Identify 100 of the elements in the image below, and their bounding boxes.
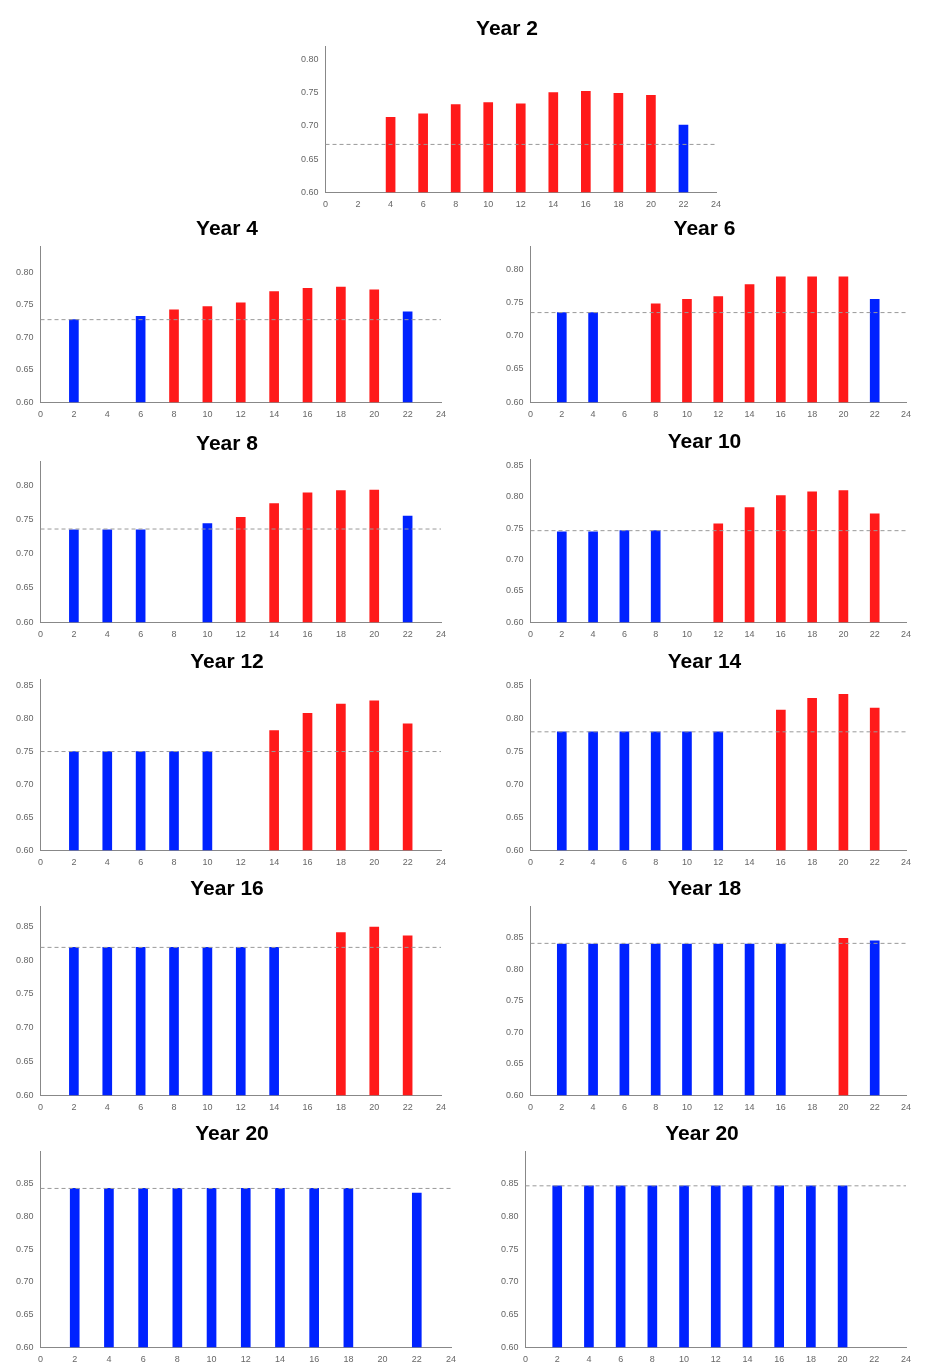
y-tick-label: 0.75 [505,297,524,308]
x-tick-label: 12 [235,629,246,640]
x-tick-label: 18 [805,1354,816,1364]
y-tick-label: 0.60 [505,616,524,627]
y-tick-label: 0.60 [15,844,34,855]
x-tick-label: 16 [775,629,786,640]
x-tick-label: 14 [548,199,559,210]
x-tick-label: 8 [653,857,659,868]
x-tick-label: 24 [900,409,912,420]
x-tick-label: 4 [590,409,596,420]
x-tick-label: 24 [445,1354,457,1364]
y-tick-label: 0.75 [505,746,524,757]
chart-title: Year 16 [190,876,264,900]
y-tick-label: 0.65 [505,585,524,596]
x-tick-label: 24 [435,409,447,420]
y-tick-label: 0.70 [505,553,524,564]
x-tick-label: 6 [138,409,144,420]
y-tick-label: 0.70 [15,548,34,559]
y-tick-label: 0.80 [505,713,524,724]
x-tick-label: 6 [621,1102,627,1113]
x-tick-label: 24 [900,857,912,868]
y-tick-label: 0.85 [505,459,524,470]
y-tick-label: 0.75 [15,746,34,757]
x-tick-label: 14 [744,409,755,420]
x-tick-label: 24 [900,629,912,640]
x-tick-label: 18 [613,199,624,210]
x-tick-label: 24 [435,1102,447,1113]
x-tick-label: 10 [202,1102,213,1113]
x-tick-label: 22 [402,857,413,868]
x-tick-label: 0 [38,1102,44,1113]
x-tick-label: 14 [269,629,280,640]
x-tick-label: 0 [528,1102,534,1113]
x-tick-label: 0 [323,199,329,210]
y-tick-label: 0.85 [500,1178,519,1189]
x-tick-label: 4 [586,1354,592,1364]
x-tick-label: 2 [559,1102,565,1113]
x-tick-label: 16 [775,409,786,420]
y-tick-label: 0.60 [300,186,319,197]
y-tick-label: 0.80 [15,713,34,724]
y-tick-label: 0.65 [505,1058,524,1069]
x-tick-label: 4 [104,409,110,420]
y-tick-label: 0.80 [500,1211,519,1222]
x-tick-label: 18 [807,1102,818,1113]
x-tick-label: 14 [744,629,755,640]
x-tick-label: 12 [713,857,724,868]
x-tick-label: 18 [335,857,346,868]
x-tick-label: 10 [681,1102,692,1113]
y-tick-label: 0.85 [15,920,34,931]
y-tick-label: 0.65 [15,582,34,593]
x-tick-label: 20 [838,857,849,868]
y-tick-label: 0.75 [300,87,319,98]
x-tick-label: 20 [369,1102,380,1113]
x-tick-label: 6 [138,857,144,868]
y-tick-label: 0.70 [500,1276,519,1287]
y-tick-label: 0.60 [505,844,524,855]
x-tick-label: 18 [807,409,818,420]
x-tick-label: 2 [559,409,565,420]
x-tick-label: 8 [653,409,659,420]
x-tick-label: 8 [649,1354,655,1364]
y-tick-label: 0.70 [15,1022,34,1033]
x-tick-label: 4 [106,1354,112,1364]
y-tick-label: 0.70 [505,778,524,789]
x-tick-label: 10 [483,199,494,210]
chart-title: Year 10 [667,429,742,453]
y-tick-label: 0.65 [15,1309,34,1320]
x-tick-label: 22 [869,1354,880,1364]
chart-title: Year 18 [667,876,742,900]
x-tick-label: 16 [302,1102,313,1113]
chart-title: Year 8 [196,431,259,455]
x-tick-label: 0 [38,1354,44,1364]
x-tick-label: 0 [523,1354,529,1364]
x-tick-label: 20 [369,409,380,420]
x-tick-label: 22 [411,1354,422,1364]
x-tick-label: 14 [269,857,280,868]
x-tick-label: 14 [269,409,280,420]
x-tick-label: 4 [590,1102,596,1113]
x-tick-label: 16 [774,1354,785,1364]
x-tick-label: 4 [388,199,394,210]
x-tick-label: 2 [559,629,565,640]
x-tick-label: 12 [235,1102,246,1113]
y-tick-label: 0.65 [15,364,34,375]
x-tick-label: 2 [71,1102,77,1113]
x-tick-label: 0 [38,409,44,420]
x-tick-label: 22 [678,199,689,210]
y-tick-label: 0.80 [15,479,34,490]
chart-title: Year 12 [190,649,264,673]
x-tick-label: 18 [807,857,818,868]
y-tick-label: 0.65 [505,811,524,822]
y-tick-label: 0.75 [15,299,34,310]
x-tick-label: 8 [171,857,177,868]
x-tick-label: 22 [869,409,880,420]
y-tick-label: 0.65 [300,153,319,164]
x-tick-label: 18 [807,629,818,640]
x-tick-label: 20 [369,857,380,868]
x-tick-label: 20 [838,409,849,420]
y-tick-label: 0.65 [15,1055,34,1066]
x-tick-label: 20 [837,1354,848,1364]
x-tick-label: 8 [653,629,659,640]
x-tick-label: 16 [302,409,313,420]
x-tick-label: 4 [590,629,596,640]
